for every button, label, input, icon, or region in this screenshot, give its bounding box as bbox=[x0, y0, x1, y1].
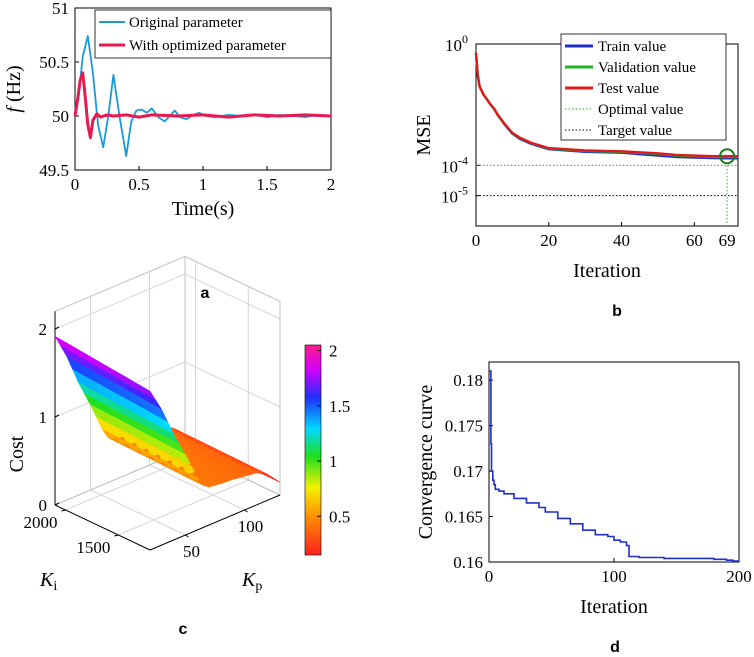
chart-c-3d-frame bbox=[54, 255, 281, 551]
chart-a-ytick-label: 49.5 bbox=[39, 161, 69, 180]
chart-c-box-edge bbox=[184, 255, 281, 302]
chart-b-legend-test: Test value bbox=[598, 81, 659, 97]
chart-c-grid-line bbox=[90, 489, 186, 536]
chart-a-legend-optimized: With optimized parameter bbox=[129, 38, 286, 54]
chart-c-kptick-mark bbox=[244, 509, 248, 513]
chart-c-kitick-label: 2000 bbox=[24, 513, 58, 532]
chart-c-surface bbox=[54, 335, 281, 488]
chart-c-ztick-mark bbox=[54, 326, 60, 330]
chart-c-ztick-mark bbox=[54, 502, 60, 506]
chart-c-ylabel: Ki bbox=[39, 569, 57, 594]
chart-c-grid-line bbox=[149, 464, 245, 511]
chart-c-ztick-label: 1 bbox=[39, 408, 48, 427]
chart-a-series-optimized bbox=[73, 71, 332, 140]
chart-d-ytick-label: 0.17 bbox=[453, 462, 483, 481]
chart-d-axes-box bbox=[488, 361, 740, 563]
chart-c: 0 1 2 50 100 1500 2000 Cost Ki Kp 0.5 1 1.5 2 c bbox=[6, 255, 350, 638]
chart-b-series-test bbox=[474, 53, 738, 158]
chart-c-kptick-mark bbox=[185, 534, 189, 538]
chart-c-grid-line bbox=[54, 273, 281, 330]
chart-a: 0 0.5 1 1.5 2 49.5 50 50.5 51 Time(s) f (Hz) Ori… bbox=[3, 0, 335, 302]
chart-c-kitick-mark bbox=[61, 509, 66, 512]
chart-d-xtick-label: 200 bbox=[726, 567, 752, 586]
chart-b-xlabel: Iteration bbox=[573, 260, 641, 282]
chart-b-ylabel: MSE bbox=[413, 114, 435, 155]
chart-c-colorbar-tick-label: 1 bbox=[329, 452, 338, 471]
chart-b-legend-target: Target value bbox=[598, 123, 672, 139]
chart-b-xtick-label: 0 bbox=[472, 231, 481, 250]
chart-d-ytick-label: 0.16 bbox=[453, 553, 483, 572]
chart-b-xtick-label: 60 bbox=[686, 231, 703, 250]
chart-c-ztick-label: 2 bbox=[39, 320, 48, 339]
chart-c-colorbar bbox=[304, 344, 322, 556]
chart-a-xlabel: Time(s) bbox=[172, 198, 235, 220]
chart-a-legend-box bbox=[94, 9, 332, 59]
chart-a-ylabel: f (Hz) bbox=[3, 65, 25, 112]
chart-a-xtick-label: 0.5 bbox=[128, 175, 149, 194]
chart-c-xlabel: Kp bbox=[241, 569, 262, 594]
chart-d-ytick-label: 0.175 bbox=[445, 417, 483, 436]
chart-c-zlabel: Cost bbox=[6, 435, 28, 472]
chart-c-kptick-label: 50 bbox=[183, 542, 200, 561]
chart-a-xtick-label: 1.5 bbox=[256, 175, 277, 194]
chart-c-kp-axis bbox=[149, 494, 281, 551]
chart-d-xtick-label: 0 bbox=[485, 567, 494, 586]
chart-d-series-convergence bbox=[489, 370, 739, 562]
chart-b-legend-train: Train value bbox=[598, 39, 667, 55]
chart-a-ytick-label: 50.5 bbox=[39, 53, 69, 72]
chart-c-colorbar-tick-label: 2 bbox=[329, 342, 338, 361]
panel-label-a: a bbox=[201, 285, 210, 302]
chart-a-xtick-label: 0 bbox=[71, 175, 80, 194]
chart-b-xtick-label: 20 bbox=[540, 231, 557, 250]
chart-c-ki-axis bbox=[54, 504, 151, 551]
chart-b-best-marker bbox=[719, 148, 736, 165]
chart-c-ztick-mark bbox=[54, 414, 60, 418]
chart-d-xlabel: Iteration bbox=[580, 596, 648, 618]
chart-a-ylabel-unit: (Hz) bbox=[3, 65, 25, 102]
chart-a-legend: Original parameter With optimized parame… bbox=[94, 9, 332, 59]
chart-b-xtick-label: 40 bbox=[613, 231, 630, 250]
chart-a-legend-original: Original parameter bbox=[129, 15, 243, 31]
chart-c-kitick-mark bbox=[114, 534, 119, 537]
chart-a-ytick-label: 50 bbox=[52, 107, 69, 126]
chart-b-best-epoch-label: 69 bbox=[719, 231, 736, 250]
chart-c-colorbar-tick-label: 1.5 bbox=[329, 397, 350, 416]
chart-c-box-edge bbox=[54, 255, 186, 312]
chart-c-surface-patch bbox=[262, 472, 281, 483]
chart-b-legend-optimal: Optimal value bbox=[598, 102, 684, 118]
chart-b-ytick-label: 100 bbox=[445, 32, 468, 55]
chart-a-ytick-label: 51 bbox=[52, 0, 69, 18]
panel-label-c: c bbox=[179, 621, 188, 638]
chart-c-ztick-label: 0 bbox=[39, 496, 48, 515]
chart-d-xtick-label: 100 bbox=[601, 567, 627, 586]
chart-a-xtick-label: 1 bbox=[199, 175, 208, 194]
chart-b-legend: Train value Validation value Test value … bbox=[560, 33, 727, 141]
chart-d-ytick-label: 0.165 bbox=[445, 508, 483, 527]
chart-d-ylabel: Convergence curve bbox=[415, 385, 437, 540]
chart-b-ytick-label: 10-5 bbox=[441, 184, 468, 207]
chart-c-kitick-label: 1500 bbox=[76, 538, 110, 557]
chart-a-ylabel-symbol: f bbox=[3, 105, 25, 113]
chart-b: 0 20 40 60 69 100 10-4 10-5 Iteration MSE Train… bbox=[413, 32, 739, 320]
chart-b-ytick-label: 10-4 bbox=[441, 153, 468, 176]
chart-c-kptick-label: 100 bbox=[238, 517, 264, 536]
chart-d-ytick-label: 0.18 bbox=[453, 371, 483, 390]
panel-label-b: b bbox=[612, 303, 622, 320]
chart-a-xtick-label: 2 bbox=[327, 175, 336, 194]
chart-b-legend-validation: Validation value bbox=[598, 60, 696, 76]
panel-label-d: d bbox=[610, 639, 620, 656]
chart-c-colorbar-tick-label: 0.5 bbox=[329, 507, 350, 526]
